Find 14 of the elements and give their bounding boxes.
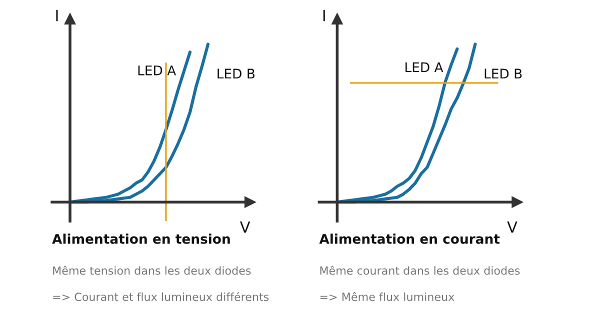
series-label: LED B <box>218 68 255 78</box>
text: Alimentation en tension <box>52 234 230 244</box>
series-label: LED B <box>484 68 522 78</box>
text: => Courant et flux lumineux différents <box>53 292 269 302</box>
y-axis-title: I <box>56 10 58 22</box>
y-axis-title: I <box>323 10 325 22</box>
x-axis-title: V <box>240 222 250 233</box>
text: Alimentation en courant <box>319 234 500 244</box>
text: Même courant dans les deux diodes <box>320 266 520 275</box>
text: => Même flux lumineux <box>320 292 454 302</box>
text: Même tension dans les deux diodes <box>53 266 251 275</box>
series-label: LED A <box>406 62 444 72</box>
x-axis-title: V <box>507 222 518 233</box>
series-label: LED A <box>138 66 176 76</box>
